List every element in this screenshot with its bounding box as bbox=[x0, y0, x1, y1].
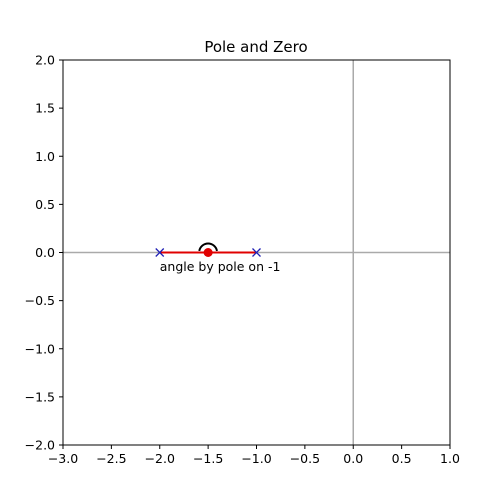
y-tick-label: 2.0 bbox=[35, 53, 55, 68]
x-tick-label: −1.0 bbox=[241, 451, 271, 466]
chart-title: Pole and Zero bbox=[204, 38, 307, 56]
x-tick-label: 0.0 bbox=[343, 451, 363, 466]
y-tick-label: 1.0 bbox=[35, 149, 55, 164]
x-tick-label: −0.5 bbox=[290, 451, 320, 466]
annotation-label: angle by pole on -1 bbox=[160, 259, 281, 274]
x-tick-label: 0.5 bbox=[392, 451, 412, 466]
y-tick-label: 1.5 bbox=[35, 101, 55, 116]
x-tick-label: −2.5 bbox=[96, 451, 126, 466]
pole-marker-stroke bbox=[155, 248, 165, 257]
pole-marker bbox=[155, 248, 165, 257]
pole-marker bbox=[252, 248, 261, 257]
y-tick-label: −1.0 bbox=[25, 341, 55, 356]
y-tick-label: −2.0 bbox=[25, 438, 55, 453]
y-tick-label: −1.5 bbox=[25, 389, 55, 404]
angle-arc bbox=[198, 242, 218, 252]
y-tick-label: 0.0 bbox=[35, 245, 55, 260]
chart-marks bbox=[155, 242, 261, 257]
test-point bbox=[203, 248, 213, 257]
y-axis: 2.0 1.5 1.0 0.5 0.0 −0.5 −1.0 −1.5 −2.0 bbox=[25, 53, 63, 453]
x-axis: −3.0 −2.5 −2.0 −1.5 −1.0 −0.5 0.0 0.5 1.0 bbox=[48, 445, 460, 466]
x-tick-label: −3.0 bbox=[48, 451, 78, 466]
x-tick-label: 1.0 bbox=[440, 451, 460, 466]
x-tick-label: −1.5 bbox=[193, 451, 223, 466]
y-tick-label: 0.5 bbox=[35, 197, 55, 212]
pole-marker-stroke bbox=[252, 248, 261, 257]
x-tick-label: −2.0 bbox=[145, 451, 175, 466]
y-tick-label: −0.5 bbox=[25, 293, 55, 308]
